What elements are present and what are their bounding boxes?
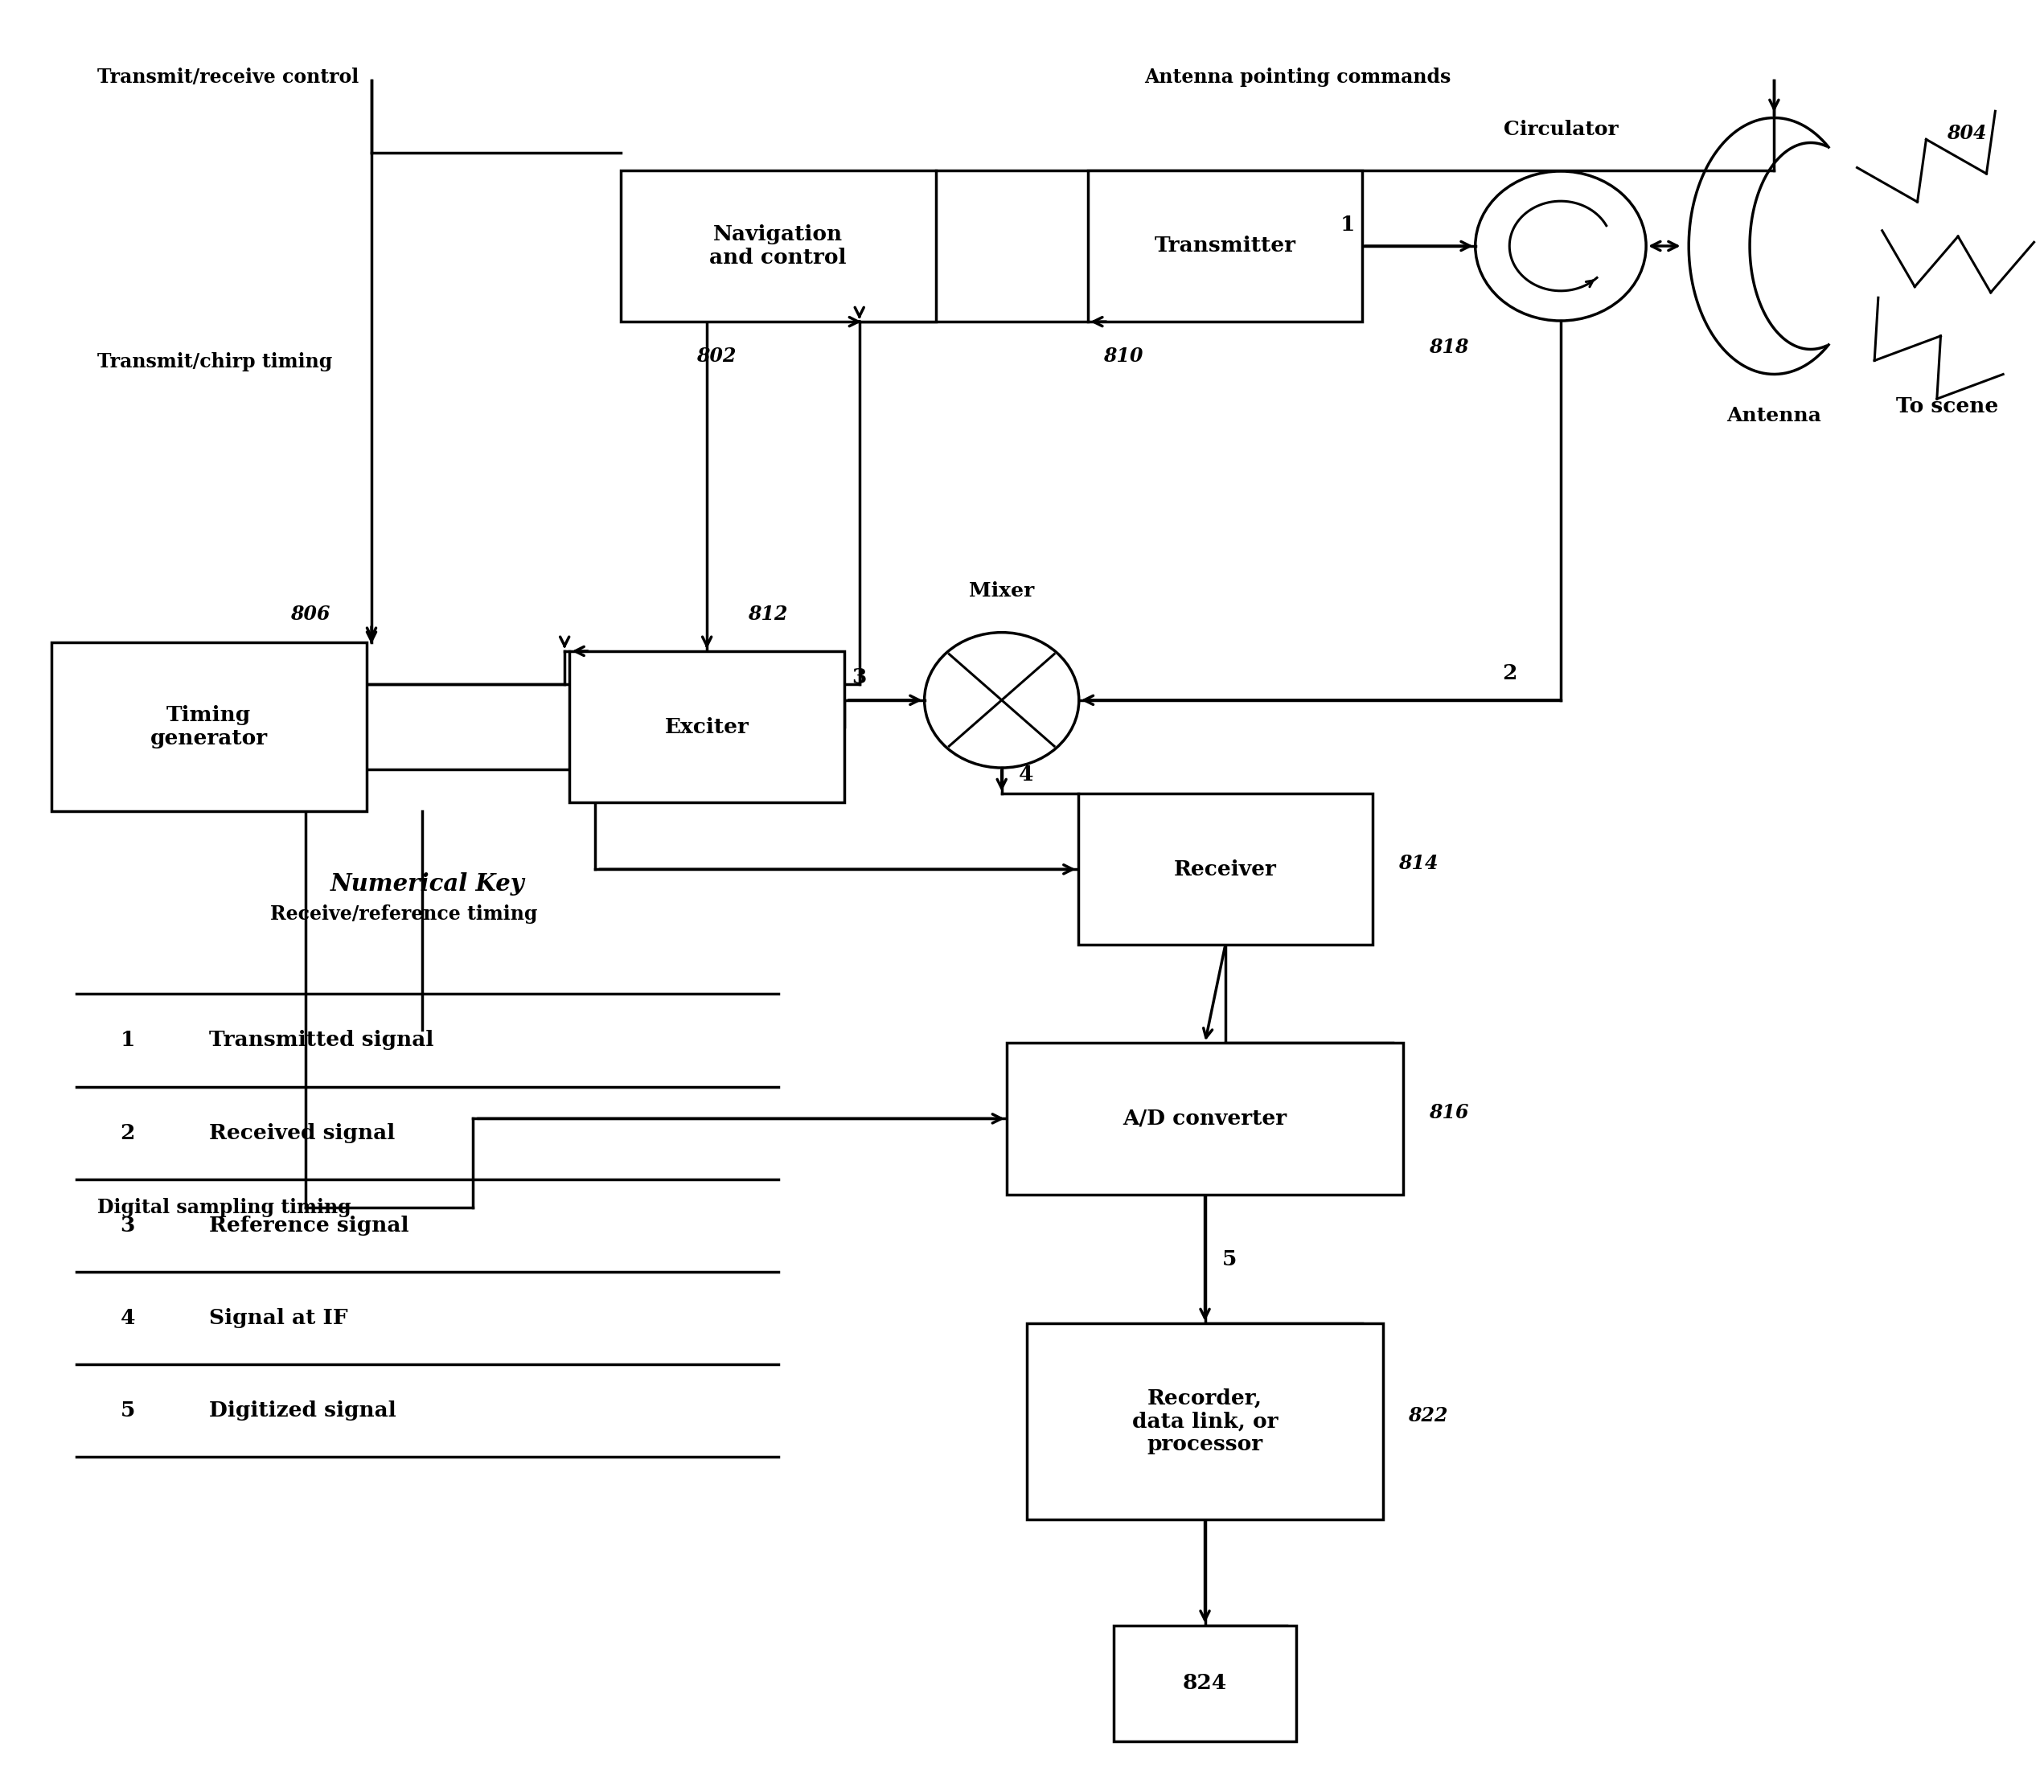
Text: Transmit/receive control: Transmit/receive control (96, 66, 358, 86)
Text: Recorder,
data link, or
processor: Recorder, data link, or processor (1132, 1389, 1278, 1455)
Text: Signal at IF: Signal at IF (208, 1308, 347, 1328)
Text: Antenna pointing commands: Antenna pointing commands (1145, 66, 1451, 86)
Text: 812: 812 (748, 604, 787, 624)
Text: Transmitted signal: Transmitted signal (208, 1030, 433, 1050)
FancyBboxPatch shape (1077, 794, 1374, 944)
Text: Transmitter: Transmitter (1155, 237, 1296, 256)
Text: 5: 5 (1222, 1249, 1237, 1269)
Text: Reference signal: Reference signal (208, 1215, 409, 1235)
FancyBboxPatch shape (1114, 1625, 1296, 1742)
Text: Antenna: Antenna (1727, 407, 1821, 425)
Text: Receiver: Receiver (1173, 858, 1278, 880)
Text: 4: 4 (1018, 765, 1034, 785)
FancyBboxPatch shape (1026, 1324, 1384, 1520)
Text: 818: 818 (1429, 337, 1468, 357)
FancyBboxPatch shape (1087, 170, 1363, 323)
Text: Transmit/chirp timing: Transmit/chirp timing (96, 351, 331, 371)
FancyBboxPatch shape (1008, 1043, 1402, 1193)
Text: 2: 2 (121, 1124, 135, 1143)
Text: Received signal: Received signal (208, 1124, 394, 1143)
Text: 814: 814 (1398, 855, 1437, 873)
Text: Digitized signal: Digitized signal (208, 1401, 397, 1421)
Text: 824: 824 (1183, 1674, 1226, 1693)
Text: 806: 806 (290, 604, 329, 624)
Text: 5: 5 (121, 1401, 135, 1421)
Text: 3: 3 (121, 1215, 135, 1235)
Text: 810: 810 (1104, 346, 1143, 366)
FancyBboxPatch shape (51, 642, 366, 812)
Text: To scene: To scene (1895, 396, 1999, 416)
Text: 802: 802 (697, 346, 736, 366)
Text: Exciter: Exciter (664, 717, 748, 737)
Text: Receive/reference timing: Receive/reference timing (270, 905, 538, 923)
Text: 3: 3 (852, 667, 867, 686)
Text: 2: 2 (1502, 663, 1517, 683)
Text: 822: 822 (1408, 1407, 1447, 1425)
Text: Mixer: Mixer (969, 581, 1034, 600)
FancyBboxPatch shape (621, 170, 936, 323)
Text: 816: 816 (1429, 1104, 1468, 1122)
Text: 4: 4 (121, 1308, 135, 1328)
Text: Digital sampling timing: Digital sampling timing (96, 1199, 352, 1217)
Text: Circulator: Circulator (1502, 120, 1619, 140)
Text: 1: 1 (1341, 215, 1355, 235)
Text: Numerical Key: Numerical Key (331, 873, 525, 896)
FancyBboxPatch shape (570, 650, 844, 803)
Text: Timing
generator: Timing generator (149, 704, 268, 749)
Text: A/D converter: A/D converter (1122, 1109, 1288, 1129)
Text: Navigation
and control: Navigation and control (709, 224, 846, 267)
Text: 804: 804 (1948, 124, 1987, 143)
Text: 1: 1 (121, 1030, 135, 1050)
